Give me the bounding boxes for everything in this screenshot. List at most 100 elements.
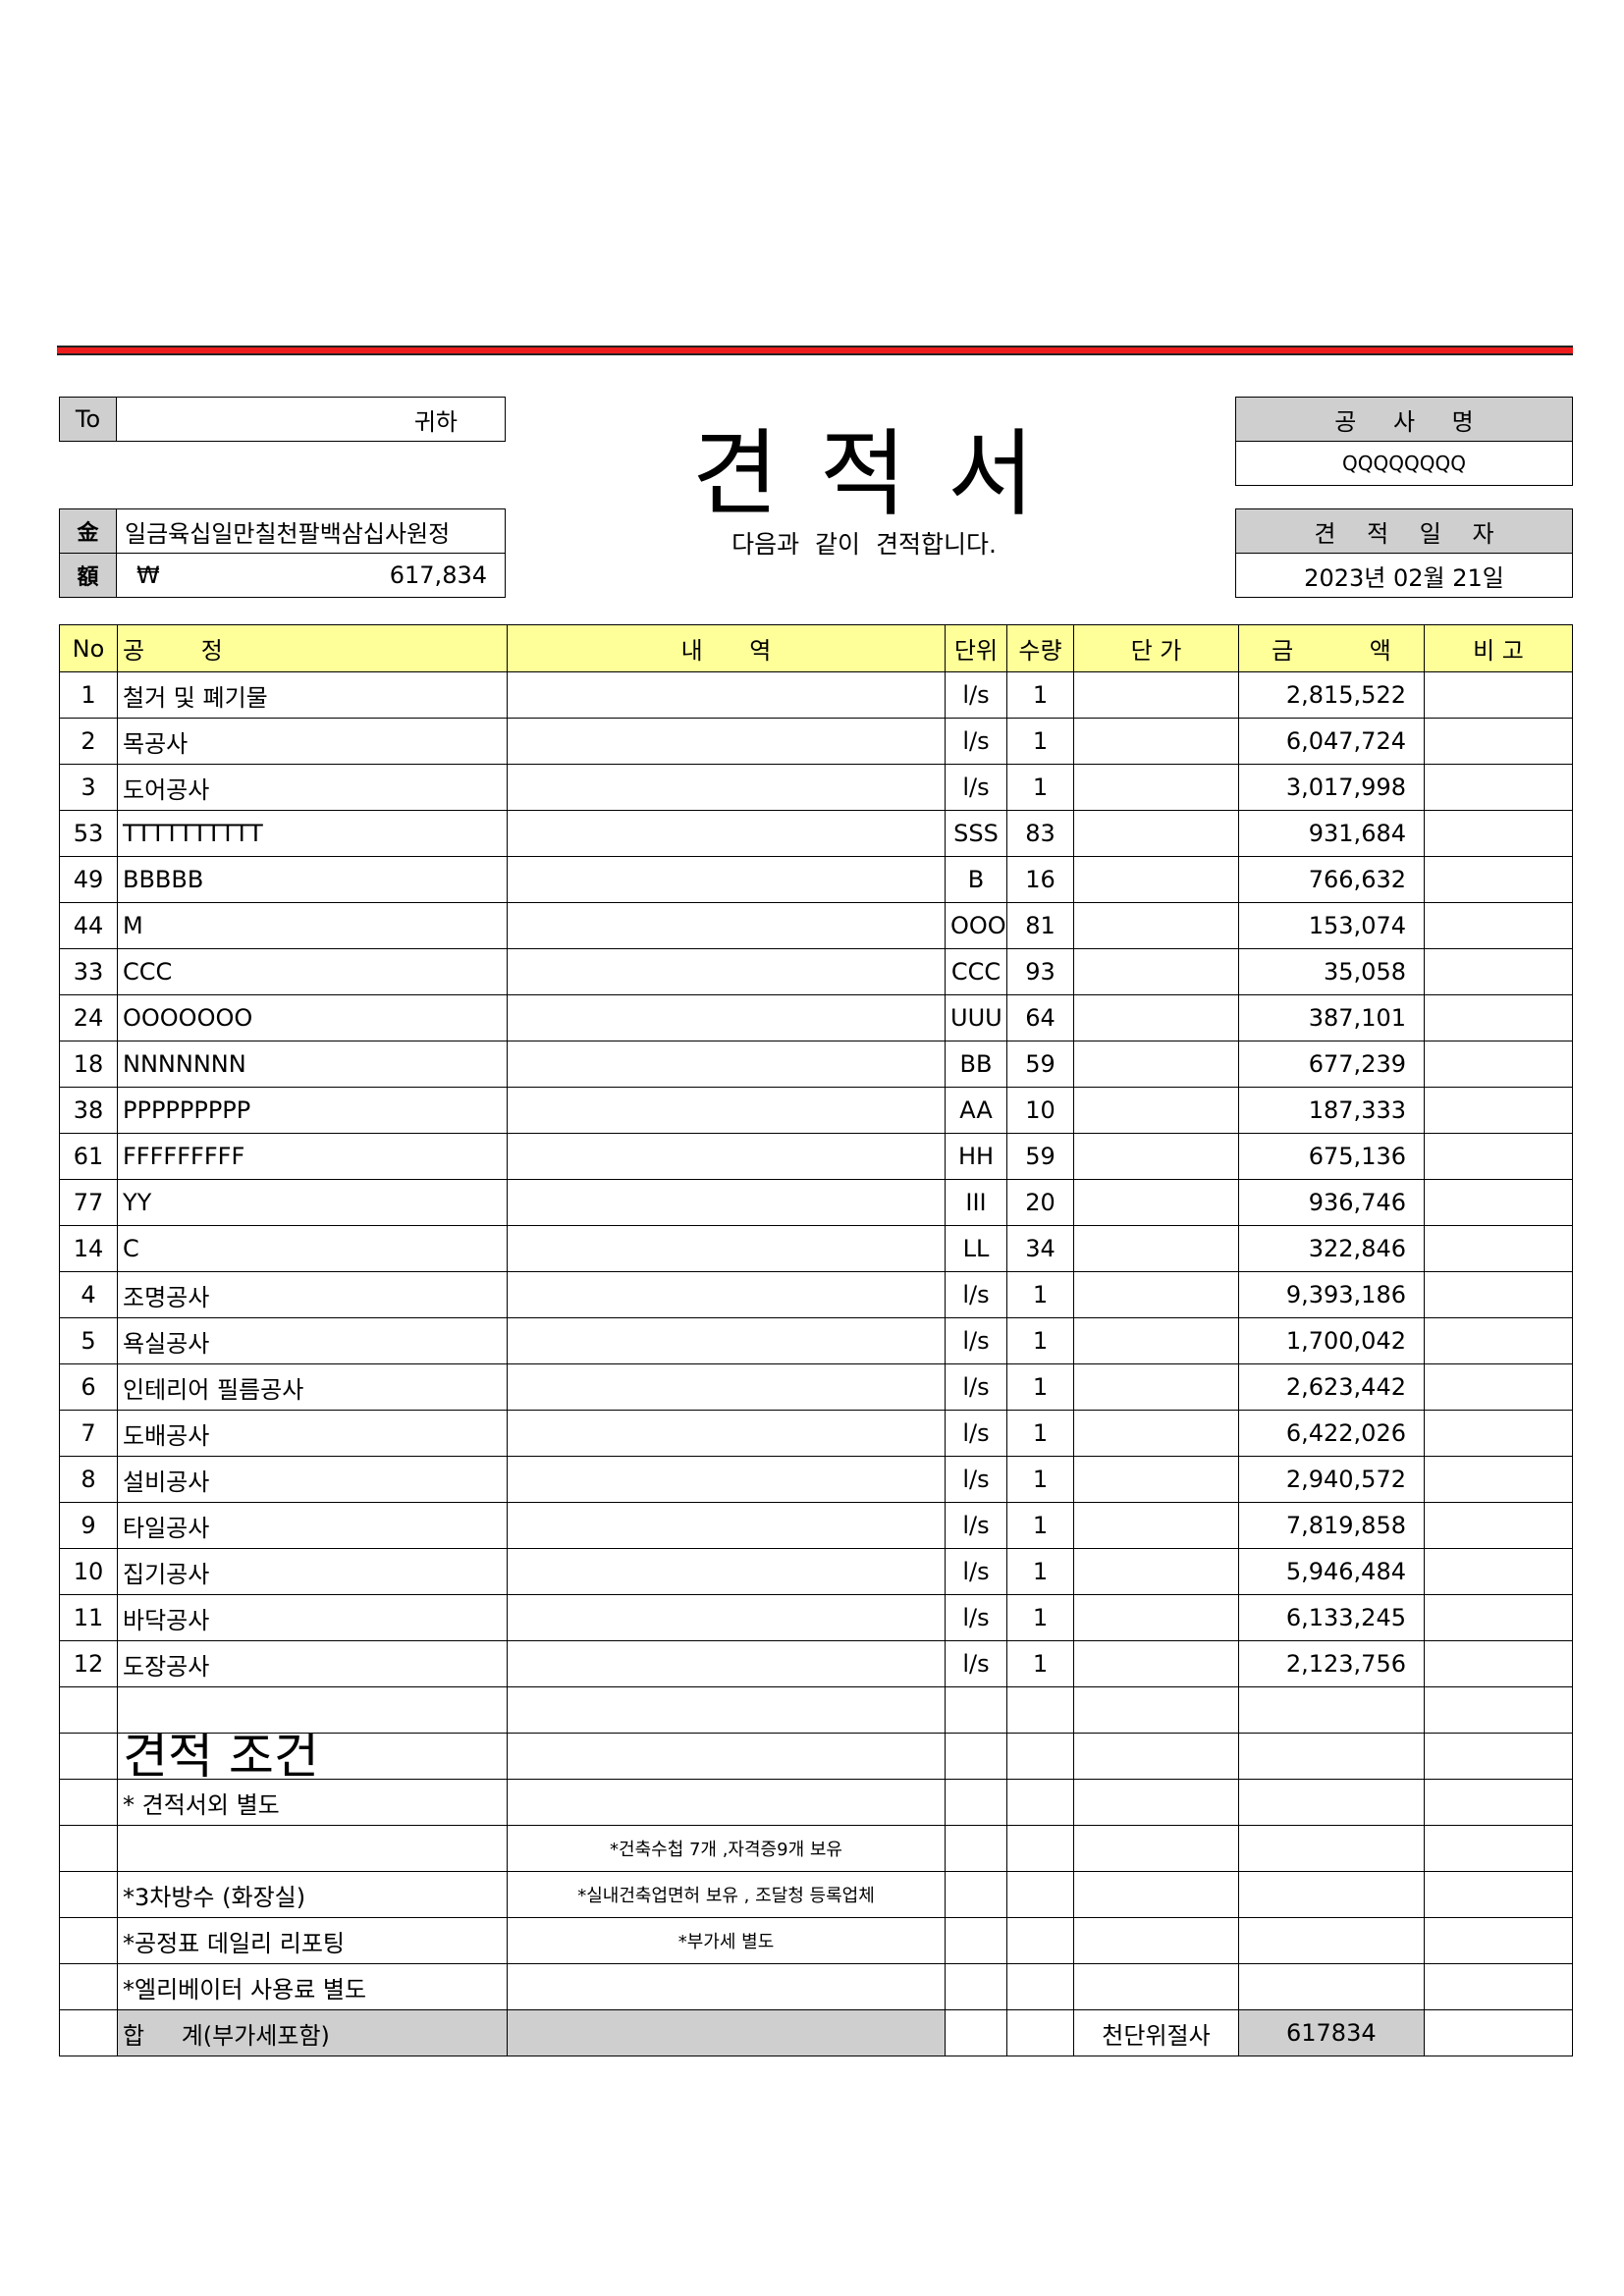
cell-no: 1 <box>59 671 118 719</box>
cell-unit: l/s <box>945 764 1007 811</box>
cell-qty: 81 <box>1006 902 1074 949</box>
cell-unit: OOO <box>945 902 1007 949</box>
total-label: 합 계(부가세포함) <box>117 2009 508 2056</box>
col-header-process: 공 정 <box>117 624 508 672</box>
empty-cell <box>1006 1963 1074 2010</box>
cell-process: 설비공사 <box>117 1456 508 1503</box>
cell-detail <box>507 1225 946 1272</box>
empty-cell <box>59 1779 118 1826</box>
empty-cell <box>1238 1871 1425 1918</box>
cell-detail <box>507 1133 946 1180</box>
table-row: 3 도어공사 l/s 1 3,017,998 <box>59 764 1573 811</box>
empty-cell <box>1073 1963 1239 2010</box>
cell-unit-price <box>1073 1502 1239 1549</box>
condition-row: *엘리베이터 사용료 별도 <box>59 1963 1573 2010</box>
table-row: 49 BBBBB B 16 766,632 <box>59 856 1573 903</box>
cell-qty: 59 <box>1006 1041 1074 1088</box>
cell-process: PPPPPPPPP <box>117 1087 508 1134</box>
cell-detail <box>507 994 946 1041</box>
cell-note <box>1424 1271 1573 1318</box>
cell-process: 욕실공사 <box>117 1317 508 1364</box>
col-header-unit-price: 단 가 <box>1073 624 1239 672</box>
amount-number-text: 617,834 <box>389 561 487 589</box>
empty-cell <box>59 1825 118 1872</box>
cell-amount: 2,623,442 <box>1238 1363 1425 1411</box>
condition-item: *엘리베이터 사용료 별도 <box>117 1963 508 2010</box>
currency-symbol: ₩ <box>136 561 160 589</box>
cell-no: 4 <box>59 1271 118 1318</box>
cell-unit: UUU <box>945 994 1007 1041</box>
cell-note <box>1424 1225 1573 1272</box>
project-name-label: 공 사 명 <box>1235 397 1573 442</box>
empty-cell <box>1006 1779 1074 1826</box>
table-row: 38 PPPPPPPPP AA 10 187,333 <box>59 1087 1573 1134</box>
amount-label-top: 金 <box>59 508 117 554</box>
cell-detail <box>507 1594 946 1641</box>
cell-unit-price <box>1073 1225 1239 1272</box>
empty-cell <box>1238 1963 1425 2010</box>
cell-detail <box>507 1640 946 1687</box>
cell-process: YY <box>117 1179 508 1226</box>
col-header-note: 비 고 <box>1424 624 1573 672</box>
cell-qty: 10 <box>1006 1087 1074 1134</box>
empty-cell <box>1424 1871 1573 1918</box>
col-header-qty: 수량 <box>1006 624 1074 672</box>
empty-cell <box>59 1963 118 2010</box>
cell-amount: 6,047,724 <box>1238 718 1425 765</box>
condition-row: *3차방수 (화장실) *실내건축업면허 보유 , 조달청 등록업체 <box>59 1871 1573 1918</box>
condition-detail: *부가세 별도 <box>507 1917 946 1964</box>
cell-no: 77 <box>59 1179 118 1226</box>
cell-note <box>1424 1087 1573 1134</box>
conditions-title: 견적 조건 <box>117 1733 508 1780</box>
project-name-text: QQQQQQQQ <box>1342 452 1466 475</box>
table-row: 1 철거 및 폐기물 l/s 1 2,815,522 <box>59 671 1573 719</box>
cell-process: TTTTTTTTTT <box>117 810 508 857</box>
cell-amount: 677,239 <box>1238 1041 1425 1088</box>
cell-unit-price <box>1073 1179 1239 1226</box>
empty-cell <box>945 1963 1007 2010</box>
condition-detail <box>507 1779 946 1826</box>
cell-unit-price <box>1073 1363 1239 1411</box>
cell-note <box>1424 902 1573 949</box>
empty-cell <box>1424 1825 1573 1872</box>
condition-detail <box>507 1963 946 2010</box>
empty-cell <box>59 1917 118 1964</box>
cell-detail <box>507 856 946 903</box>
table-row: 7 도배공사 l/s 1 6,422,026 <box>59 1410 1573 1457</box>
cell-process: 도장공사 <box>117 1640 508 1687</box>
cell-unit-price <box>1073 902 1239 949</box>
cell-note <box>1424 1502 1573 1549</box>
cell-no: 49 <box>59 856 118 903</box>
cell-note <box>1424 856 1573 903</box>
cell-note <box>1424 1317 1573 1364</box>
empty-cell <box>945 1871 1007 1918</box>
empty-cell <box>1238 1825 1425 1872</box>
table-row: 61 FFFFFFFFF HH 59 675,136 <box>59 1133 1573 1180</box>
cell-note <box>1424 1456 1573 1503</box>
table-row: 11 바닥공사 l/s 1 6,133,245 <box>59 1594 1573 1641</box>
cell-qty: 1 <box>1006 1363 1074 1411</box>
table-row: 6 인테리어 필름공사 l/s 1 2,623,442 <box>59 1363 1573 1411</box>
cell-process: 조명공사 <box>117 1271 508 1318</box>
cell-note <box>1424 1640 1573 1687</box>
cell-no: 8 <box>59 1456 118 1503</box>
table-row: 4 조명공사 l/s 1 9,393,186 <box>59 1271 1573 1318</box>
cell-amount: 766,632 <box>1238 856 1425 903</box>
document-title: 견적서 <box>691 419 1076 529</box>
cell-qty: 1 <box>1006 1410 1074 1457</box>
col-header-unit: 단위 <box>945 624 1007 672</box>
cell-unit: LL <box>945 1225 1007 1272</box>
cell-unit-price <box>1073 1456 1239 1503</box>
cell-note <box>1424 1133 1573 1180</box>
cell-note <box>1424 1041 1573 1088</box>
cell-process: C <box>117 1225 508 1272</box>
cell-detail <box>507 1179 946 1226</box>
table-row: 9 타일공사 l/s 1 7,819,858 <box>59 1502 1573 1549</box>
cell-amount: 153,074 <box>1238 902 1425 949</box>
empty-cell <box>945 1825 1007 1872</box>
cell-unit-price <box>1073 1410 1239 1457</box>
cell-detail <box>507 1363 946 1411</box>
cell-qty: 83 <box>1006 810 1074 857</box>
cell-qty: 1 <box>1006 1317 1074 1364</box>
amount-in-words: 일금육십일만칠천팔백삼십사원정 <box>116 508 506 554</box>
